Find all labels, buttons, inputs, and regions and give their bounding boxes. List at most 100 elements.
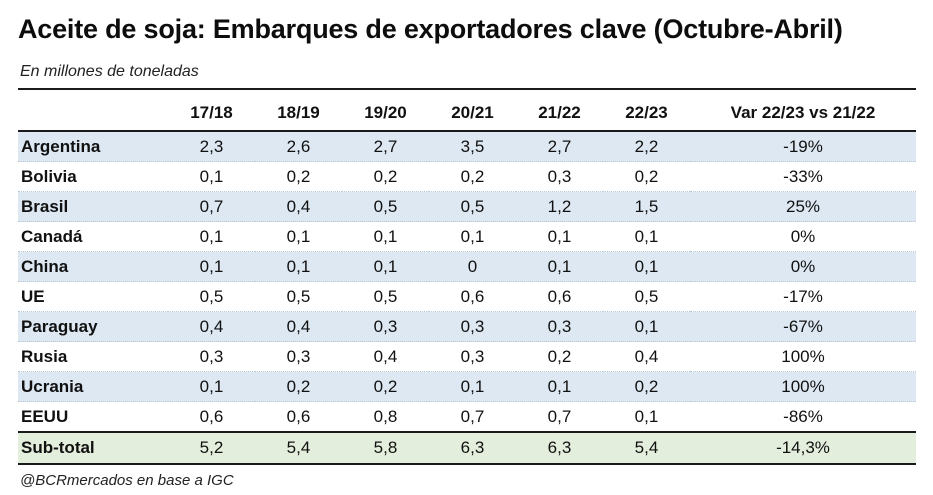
variation-cell: -19% xyxy=(690,131,916,162)
table-row: China 0,1 0,1 0,1 0 0,1 0,1 0% xyxy=(18,251,916,282)
column-header: 20/21 xyxy=(429,96,516,132)
value-cell: 0,1 xyxy=(516,371,603,402)
country-cell: EEUU xyxy=(18,401,168,433)
value-cell: 0,5 xyxy=(342,191,429,222)
value-cell: 0,8 xyxy=(342,401,429,433)
value-cell: 0,1 xyxy=(342,251,429,282)
table-row: Bolivia 0,1 0,2 0,2 0,2 0,3 0,2 -33% xyxy=(18,161,916,192)
variation-cell: -17% xyxy=(690,281,916,312)
country-cell: China xyxy=(18,251,168,282)
subtotal-variation-cell: -14,3% xyxy=(690,431,916,465)
value-cell: 0,1 xyxy=(516,251,603,282)
value-cell: 0,4 xyxy=(603,341,690,372)
value-cell: 0,2 xyxy=(255,371,342,402)
table-row: EEUU 0,6 0,6 0,8 0,7 0,7 0,1 -86% xyxy=(18,401,916,433)
value-cell: 0 xyxy=(429,251,516,282)
value-cell: 2,7 xyxy=(342,131,429,162)
value-cell: 0,4 xyxy=(255,311,342,342)
value-cell: 0,1 xyxy=(342,221,429,252)
value-cell: 0,5 xyxy=(255,281,342,312)
column-header xyxy=(18,96,168,132)
value-cell: 0,2 xyxy=(516,341,603,372)
source-footer: @BCRmercados en base a IGC xyxy=(20,472,234,489)
value-cell: 0,3 xyxy=(342,311,429,342)
subtotal-label: Sub-total xyxy=(18,431,168,465)
subtotal-value-cell: 5,4 xyxy=(603,431,690,465)
variation-cell: -33% xyxy=(690,161,916,192)
subtotal-value-cell: 6,3 xyxy=(429,431,516,465)
value-cell: 0,1 xyxy=(429,371,516,402)
value-cell: 0,4 xyxy=(168,311,255,342)
column-header: 18/19 xyxy=(255,96,342,132)
value-cell: 1,5 xyxy=(603,191,690,222)
table-body: Argentina 2,3 2,6 2,7 3,5 2,7 2,2 -19% Bolivia 0,… xyxy=(18,131,916,465)
table-row: Argentina 2,3 2,6 2,7 3,5 2,7 2,2 -19% xyxy=(18,131,916,162)
subtotal-value-cell: 5,8 xyxy=(342,431,429,465)
value-cell: 0,1 xyxy=(255,251,342,282)
value-cell: 0,1 xyxy=(603,401,690,433)
column-header: 19/20 xyxy=(342,96,429,132)
value-cell: 0,7 xyxy=(516,401,603,433)
value-cell: 0,1 xyxy=(168,251,255,282)
table-row: Brasil 0,7 0,4 0,5 0,5 1,2 1,5 25% xyxy=(18,191,916,222)
exports-table: 17/18 18/19 19/20 20/21 21/22 22/23 Var … xyxy=(18,96,916,465)
variation-cell: -86% xyxy=(690,401,916,433)
units-subtitle: En millones de toneladas xyxy=(20,63,199,80)
country-cell: Argentina xyxy=(18,131,168,162)
subtotal-value-cell: 5,2 xyxy=(168,431,255,465)
variation-cell: 0% xyxy=(690,221,916,252)
value-cell: 0,7 xyxy=(168,191,255,222)
column-header: Var 22/23 vs 21/22 xyxy=(690,96,916,132)
value-cell: 0,3 xyxy=(516,311,603,342)
value-cell: 3,5 xyxy=(429,131,516,162)
variation-cell: 25% xyxy=(690,191,916,222)
table-row: Rusia 0,3 0,3 0,4 0,3 0,2 0,4 100% xyxy=(18,341,916,372)
column-header: 17/18 xyxy=(168,96,255,132)
table-row: Paraguay 0,4 0,4 0,3 0,3 0,3 0,1 -67% xyxy=(18,311,916,342)
value-cell: 0,1 xyxy=(255,221,342,252)
value-cell: 0,2 xyxy=(342,161,429,192)
value-cell: 0,3 xyxy=(168,341,255,372)
country-cell: Bolivia xyxy=(18,161,168,192)
country-cell: Canadá xyxy=(18,221,168,252)
subtotal-value-cell: 6,3 xyxy=(516,431,603,465)
country-cell: Paraguay xyxy=(18,311,168,342)
value-cell: 0,2 xyxy=(429,161,516,192)
value-cell: 0,6 xyxy=(516,281,603,312)
column-header: 22/23 xyxy=(603,96,690,132)
value-cell: 0,1 xyxy=(429,221,516,252)
country-cell: Rusia xyxy=(18,341,168,372)
value-cell: 0,3 xyxy=(429,311,516,342)
value-cell: 0,6 xyxy=(429,281,516,312)
subtotal-row: Sub-total 5,2 5,4 5,8 6,3 6,3 5,4 -14,3% xyxy=(18,431,916,465)
value-cell: 0,1 xyxy=(603,311,690,342)
value-cell: 0,3 xyxy=(429,341,516,372)
page-title: Aceite de soja: Embarques de exportadore… xyxy=(18,14,843,44)
variation-cell: -67% xyxy=(690,311,916,342)
value-cell: 0,2 xyxy=(603,371,690,402)
table-row: Ucrania 0,1 0,2 0,2 0,1 0,1 0,2 100% xyxy=(18,371,916,402)
value-cell: 0,3 xyxy=(255,341,342,372)
table-row: Canadá 0,1 0,1 0,1 0,1 0,1 0,1 0% xyxy=(18,221,916,252)
value-cell: 2,2 xyxy=(603,131,690,162)
value-cell: 0,1 xyxy=(168,221,255,252)
value-cell: 0,2 xyxy=(255,161,342,192)
value-cell: 0,3 xyxy=(516,161,603,192)
value-cell: 0,4 xyxy=(342,341,429,372)
country-cell: UE xyxy=(18,281,168,312)
country-cell: Brasil xyxy=(18,191,168,222)
value-cell: 0,7 xyxy=(429,401,516,433)
value-cell: 0,1 xyxy=(168,161,255,192)
variation-cell: 100% xyxy=(690,371,916,402)
value-cell: 0,2 xyxy=(603,161,690,192)
subtotal-value-cell: 5,4 xyxy=(255,431,342,465)
value-cell: 0,1 xyxy=(603,251,690,282)
value-cell: 0,6 xyxy=(255,401,342,433)
value-cell: 0,1 xyxy=(168,371,255,402)
value-cell: 0,1 xyxy=(516,221,603,252)
header-row: 17/18 18/19 19/20 20/21 21/22 22/23 Var … xyxy=(18,96,916,132)
value-cell: 0,5 xyxy=(603,281,690,312)
top-rule xyxy=(18,88,916,90)
value-cell: 0,5 xyxy=(429,191,516,222)
value-cell: 0,5 xyxy=(168,281,255,312)
